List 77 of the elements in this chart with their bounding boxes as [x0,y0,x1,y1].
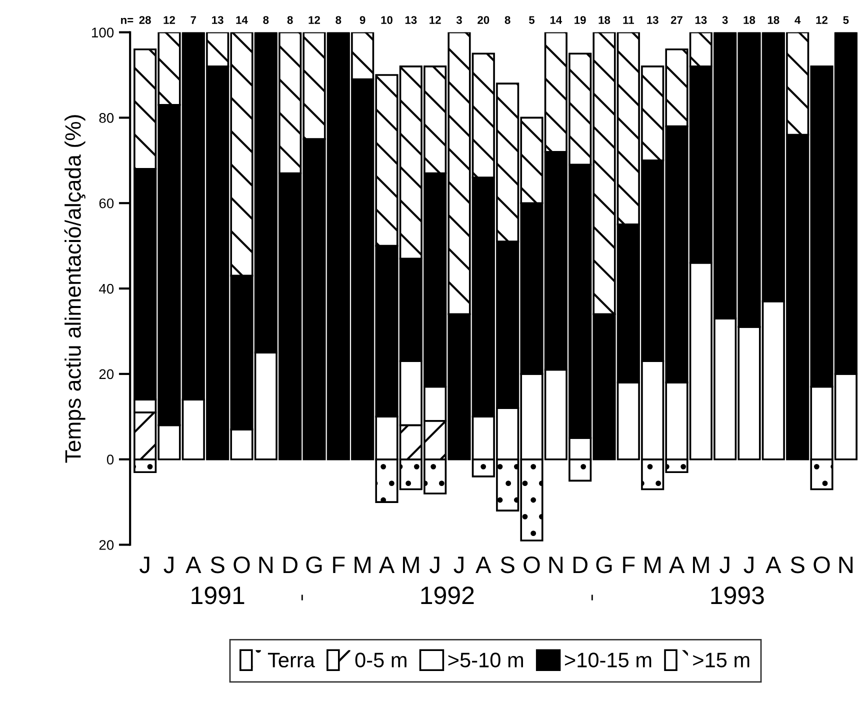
x-tick-label: N [839,556,853,573]
text: 5 [529,16,535,24]
y-tick-label: 20 [99,540,114,550]
text: 8 [287,16,293,24]
text: 8 [263,16,269,24]
text: 9 [360,16,366,24]
text: n= [121,18,134,24]
text: 18 [744,16,756,24]
y-tick-label: 40 [98,284,114,294]
text: 8 [336,16,342,24]
x-tick-label: S [790,556,804,574]
x-tick-label: J [164,556,174,574]
text: 18 [768,16,780,24]
legend-label: >10-15 m [564,652,652,668]
x-tick-label: N [549,556,563,573]
text: 3 [456,16,462,24]
x-tick-label: D [283,556,298,573]
legend-label: >15 m [693,652,750,668]
legend-label: Terra [268,652,315,668]
x-tick-label: S [210,556,224,574]
y-tick-label: 60 [99,198,114,208]
text: 10 [381,16,392,24]
legend-label: >5-10 m [448,652,523,668]
text: 12 [816,16,828,24]
x-tick-label: F [333,556,345,573]
text: 14 [236,16,248,24]
text: 1991 [192,586,244,604]
x-tick-label: A [186,556,202,573]
x-tick-label: J [140,556,150,574]
text: 12 [308,16,320,24]
text: 1992 [421,586,474,604]
x-tick-label: J [720,556,730,574]
text: 4 [794,16,801,24]
x-tick-label: A [766,556,782,573]
y-tick-label: 0 [106,454,114,465]
text: 5 [843,16,849,24]
x-tick-label: J [454,556,464,574]
text: 11 [623,16,634,24]
text: 12 [430,16,441,24]
x-tick-label: O [234,556,250,574]
legend-label: 0-5 m [355,652,406,668]
text: 13 [647,16,658,24]
x-tick-label: G [306,556,322,574]
x-tick-label: J [430,556,440,574]
x-tick-label: A [476,556,492,573]
x-tick-label: O [814,556,830,574]
x-tick-label: N [259,556,273,573]
y-axis-title: Temps actiu alimentació/alçada (%) [64,115,86,463]
text: 8 [504,16,510,24]
y-tick-label: 100 [92,28,114,38]
text: 27 [670,16,682,24]
x-tick-label: D [573,556,588,573]
x-tick-label: M [403,556,419,573]
y-tick-label: 20 [99,369,114,380]
text: 28 [139,16,151,24]
x-tick-label: G [596,556,612,574]
text: 7 [190,16,196,24]
y-tick-label: 80 [99,113,114,123]
x-tick-label: F [623,556,635,573]
x-tick-label: M [693,556,709,573]
x-tick-label: A [668,556,685,573]
x-tick-label: M [354,556,370,573]
text: 13 [405,16,417,24]
text: 18 [598,16,610,24]
text: 19 [574,16,586,24]
text: 13 [695,16,707,24]
text: 14 [550,16,562,24]
x-tick-label: O [524,556,540,574]
text: 3 [722,16,728,24]
x-tick-label: M [644,556,660,573]
text: 1993 [711,586,764,604]
x-tick-label: A [378,556,395,573]
x-tick-label: J [744,556,754,574]
text: 20 [478,16,490,24]
text: 12 [164,16,175,24]
text: 13 [212,16,224,24]
x-tick-label: S [500,556,514,574]
